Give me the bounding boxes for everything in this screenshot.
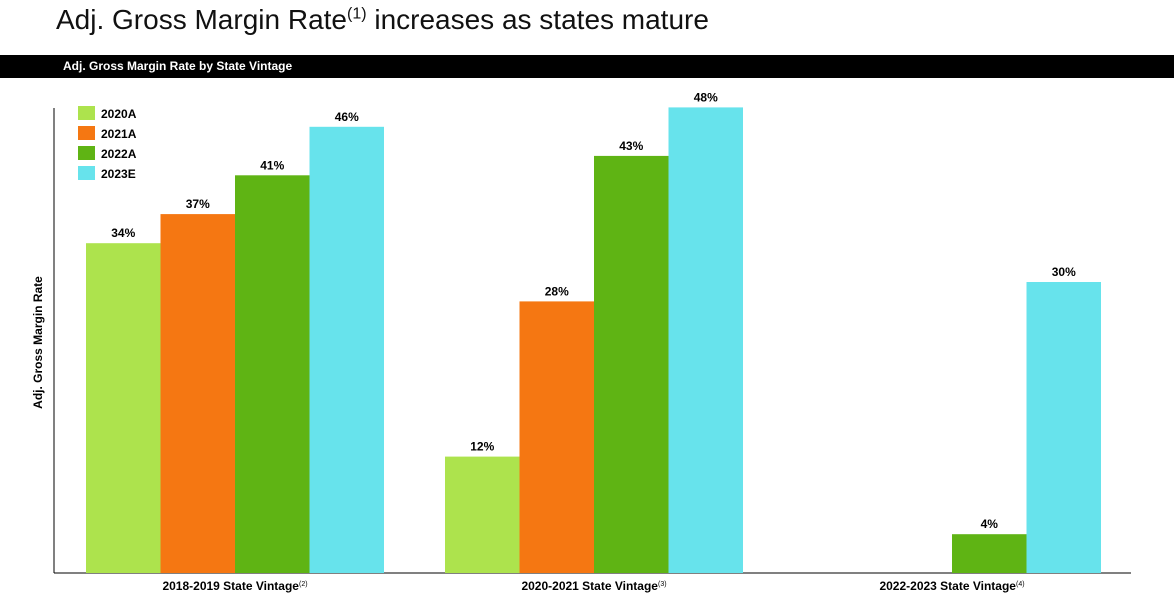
y-axis-title: Adj. Gross Margin Rate [31, 276, 45, 409]
page-title-rest: increases as states mature [366, 4, 709, 35]
bar-value-label-2022A-1: 41% [260, 158, 284, 172]
legend-swatch-2023E [78, 166, 95, 180]
legend-label-2020A: 2020A [101, 107, 137, 121]
bar-value-label-2022A-3: 4% [981, 517, 999, 531]
x-tick-label-2: 2020-2021 State Vintage(3) [521, 579, 666, 593]
x-tick-label-text: 2020-2021 State Vintage [521, 579, 658, 593]
legend-label-2021A: 2021A [101, 127, 137, 141]
x-tick-footnote: (2) [299, 581, 308, 588]
bar-value-label-2022A-2: 43% [619, 139, 643, 153]
x-tick-label-1: 2018-2019 State Vintage(2) [162, 579, 307, 593]
bar-2022A-2 [594, 155, 669, 573]
bar-2023E-3 [1026, 282, 1101, 573]
bar-value-label-2020A-2: 12% [470, 440, 494, 454]
x-tick-footnote: (3) [658, 581, 667, 588]
bar-value-label-2023E-3: 30% [1052, 265, 1076, 279]
bar-2020A-2 [445, 456, 520, 573]
legend-label-2022A: 2022A [101, 147, 137, 161]
page-title: Adj. Gross Margin Rate(1) increases as s… [56, 4, 709, 36]
page-title-footnote: (1) [347, 5, 367, 23]
x-tick-label-text: 2022-2023 State Vintage [879, 579, 1016, 593]
page-title-text: Adj. Gross Margin Rate [56, 4, 347, 35]
bar-2021A-1 [160, 214, 235, 573]
chart-banner-title: Adj. Gross Margin Rate by State Vintage [63, 59, 293, 73]
x-tick-label-text: 2018-2019 State Vintage [162, 579, 299, 593]
bar-value-label-2020A-1: 34% [111, 226, 135, 240]
bar-value-label-2021A-2: 28% [545, 284, 569, 298]
bar-value-label-2023E-1: 46% [335, 110, 359, 124]
bar-value-label-2021A-1: 37% [186, 197, 210, 211]
bar-2020A-1 [86, 243, 161, 573]
bar-2023E-2 [668, 107, 743, 574]
chart-banner: Adj. Gross Margin Rate by State Vintage [0, 55, 1174, 78]
x-tick-label-3: 2022-2023 State Vintage(4) [879, 579, 1024, 593]
bar-2021A-2 [519, 301, 594, 573]
legend-swatch-2020A [78, 106, 95, 120]
legend-swatch-2021A [78, 126, 95, 140]
legend-label-2023E: 2023E [101, 167, 136, 181]
x-tick-footnote: (4) [1016, 581, 1025, 588]
legend-swatch-2022A [78, 146, 95, 160]
bar-value-label-2023E-2: 48% [694, 90, 718, 104]
bar-2022A-3 [952, 534, 1027, 573]
bar-2022A-1 [235, 175, 310, 574]
bar-2023E-1 [309, 126, 384, 574]
